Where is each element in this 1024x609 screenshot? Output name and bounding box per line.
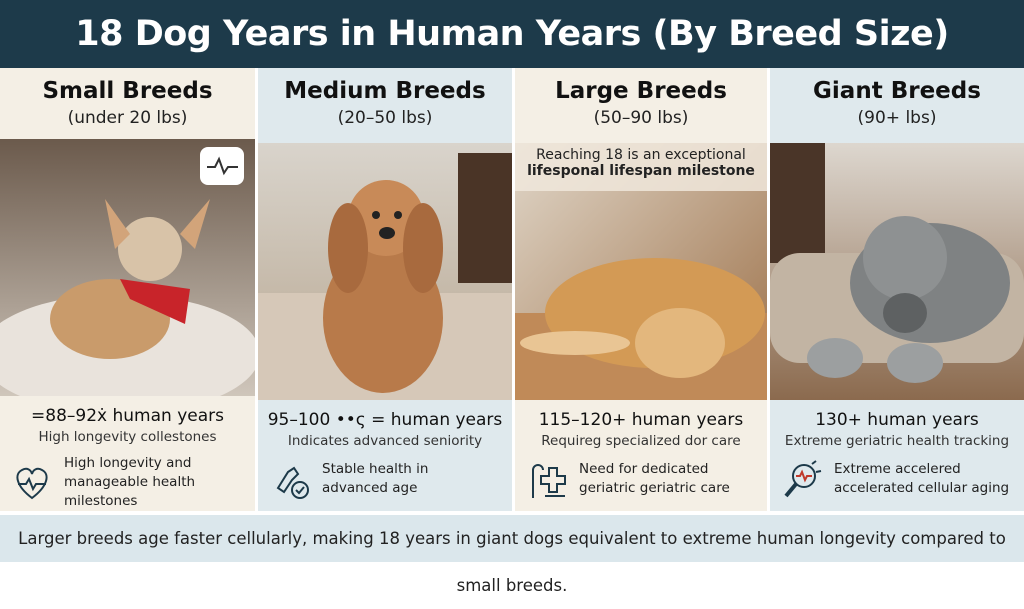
breed-name: Small Breeds	[42, 78, 213, 104]
human-years: 115–120+ human years	[538, 410, 744, 430]
breed-name: Giant Breeds	[813, 78, 981, 104]
description-line: accelerated cellular aging	[834, 480, 1010, 496]
caption-line: lifesponal lifespan milestone	[527, 163, 755, 179]
breed-column: Large Breeds (50–90 lbs) Reaching 18 is an…	[515, 68, 767, 511]
breed-name: Medium Breeds	[284, 78, 486, 104]
breed-column: Giant Breeds (90+ lbs) 130+ human years Ext…	[770, 68, 1024, 511]
years-note: High longevity collestones	[38, 429, 217, 445]
detail-row: High longevity and manageable health mile…	[12, 454, 255, 511]
column-header: Small Breeds (under 20 lbs)	[0, 68, 255, 139]
dog-photo	[258, 143, 512, 400]
caption-line: Reaching 18 is an exceptional	[536, 147, 746, 163]
description: Stable health in advanced age	[322, 460, 428, 498]
description: Extreme accelered accelerated cellular ag…	[834, 460, 1009, 498]
title: 18 Dog Years in Human Years (By Breed Si…	[0, 0, 1024, 68]
description: Need for dedicated geriatric geriatric ca…	[579, 460, 730, 498]
dog-photo: Reaching 18 is an exceptional lifesponal …	[515, 143, 767, 400]
dog-photo	[770, 143, 1024, 400]
weight-range: (20–50 lbs)	[337, 108, 433, 128]
weight-range: (under 20 lbs)	[67, 108, 188, 128]
description-line: advanced age	[322, 480, 418, 496]
human-years: 130+ human years	[815, 410, 979, 430]
description-line: geriatric geriatric care	[579, 480, 730, 496]
column-header: Medium Breeds (20–50 lbs)	[258, 68, 512, 143]
description-line: manageable health milestones	[64, 474, 196, 509]
description-line: Stable health in	[322, 461, 429, 477]
column-header: Large Breeds (50–90 lbs)	[515, 68, 767, 143]
detail-row: Extreme accelered accelerated cellular ag…	[782, 458, 1024, 500]
icon	[784, 460, 822, 498]
photo-art	[258, 143, 512, 400]
description-line: Extreme accelered	[834, 461, 961, 477]
infographic: 18 Dog Years in Human Years (By Breed Si…	[0, 0, 1024, 595]
breed-column: Small Breeds (under 20 lbs) =88–92ẋ human …	[0, 68, 255, 511]
detail-row: Stable health in advanced age	[270, 458, 512, 500]
human-years: 95–100 ••ς = human years	[267, 410, 503, 430]
icon	[532, 464, 566, 498]
description: High longevity and manageable health mile…	[64, 454, 255, 511]
icon	[16, 467, 48, 499]
column-details: 115–120+ human years Requireg specialized…	[515, 400, 767, 500]
column-header: Giant Breeds (90+ lbs)	[770, 68, 1024, 143]
detail-row: Need for dedicated geriatric geriatric ca…	[527, 458, 767, 500]
human-years: =88–92ẋ human years	[31, 406, 224, 426]
photo-art	[0, 139, 255, 396]
dog-photo	[0, 139, 255, 396]
description-line: Need for dedicated	[579, 461, 709, 477]
weight-range: (90+ lbs)	[857, 108, 937, 128]
footer: Larger breeds age faster cellularly, mak…	[0, 515, 1024, 595]
weight-range: (50–90 lbs)	[593, 108, 689, 128]
years-note: Indicates advanced seniority	[287, 433, 483, 449]
description-line: High longevity and	[64, 455, 192, 471]
breed-name: Large Breeds	[555, 78, 727, 104]
column-details: =88–92ẋ human years High longevity colles…	[0, 396, 255, 511]
breed-column: Medium Breeds (20–50 lbs) 95–100 ••ς = hum…	[258, 68, 512, 511]
photo-art	[770, 143, 1024, 400]
photo-caption: Reaching 18 is an exceptional lifesponal …	[515, 143, 767, 191]
columns: Small Breeds (under 20 lbs) =88–92ẋ human …	[0, 68, 1024, 511]
column-details: 130+ human years Extreme geriatric health…	[770, 400, 1024, 500]
icon	[276, 466, 309, 499]
years-note: Extreme geriatric health tracking	[784, 433, 1010, 449]
column-details: 95–100 ••ς = human years Indicates advanc…	[258, 400, 512, 500]
years-note: Requireg specialized dor care	[541, 433, 741, 449]
